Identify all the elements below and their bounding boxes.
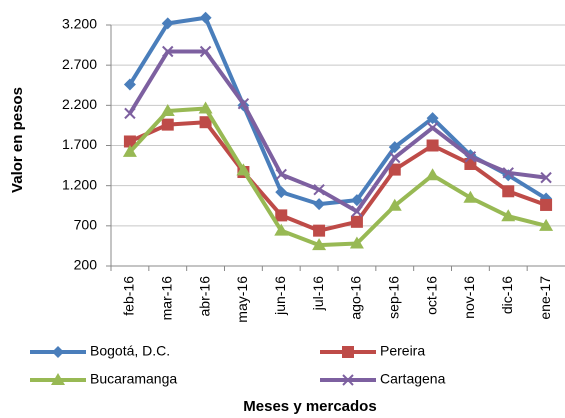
data-point (198, 101, 213, 114)
legend-marker (342, 374, 354, 386)
y-tick-label: 1.200 (62, 176, 97, 192)
data-point (540, 171, 552, 184)
y-tick-label: 3.200 (62, 16, 97, 32)
data-point (274, 223, 289, 236)
x-tick-label: may-16 (234, 276, 250, 323)
data-point (426, 139, 439, 152)
data-point (502, 167, 514, 179)
legend-marker (342, 346, 354, 358)
data-point (501, 209, 516, 222)
x-axis-title: Meses y mercados (243, 398, 376, 415)
data-point (540, 198, 553, 211)
y-axis-title: Valor en pesos (9, 87, 26, 193)
data-point (349, 236, 364, 249)
data-point (275, 209, 288, 222)
data-point (502, 185, 515, 198)
legend-marker (52, 346, 64, 358)
data-point (387, 198, 402, 211)
data-point (199, 116, 212, 129)
data-point (464, 151, 477, 163)
data-point (123, 135, 136, 148)
x-tick-label: ene-17 (537, 276, 553, 320)
x-tick-label: mar-16 (158, 276, 174, 321)
x-tick-label: ago-16 (348, 276, 364, 320)
data-point (388, 163, 401, 176)
data-point (123, 78, 136, 91)
data-point (425, 168, 440, 181)
x-tick-label: jul-16 (310, 276, 326, 311)
y-tick-label: 1.700 (62, 136, 97, 152)
x-tick-label: sep-16 (385, 276, 401, 319)
x-tick-label: feb-16 (121, 276, 137, 316)
y-tick-label: 2.700 (62, 56, 97, 72)
data-point (275, 186, 288, 199)
legend-label: Cartagena (380, 371, 446, 387)
legend-marker (51, 373, 65, 385)
data-point (313, 224, 326, 237)
data-point (539, 218, 554, 231)
data-point (275, 168, 287, 181)
data-point (162, 45, 174, 58)
y-tick-label: 700 (74, 217, 98, 233)
data-point (122, 144, 137, 157)
data-point (426, 112, 439, 125)
x-tick-label: oct-16 (423, 276, 439, 315)
data-point (312, 238, 327, 251)
series-line (129, 120, 547, 233)
legend-label: Bucaramanga (90, 371, 177, 387)
data-point (199, 11, 212, 24)
legend-label: Pereira (380, 343, 425, 359)
x-tick-label: nov-16 (461, 276, 477, 319)
data-point (199, 45, 212, 58)
data-point (160, 103, 175, 116)
data-point (388, 141, 401, 154)
data-point (389, 151, 401, 164)
x-tick-label: dic-16 (499, 276, 515, 314)
data-point (313, 183, 325, 196)
data-point (351, 205, 363, 218)
data-point (463, 190, 478, 203)
x-tick-label: jun-16 (272, 276, 288, 316)
data-point (426, 122, 439, 134)
data-point (161, 17, 174, 30)
data-point (350, 194, 363, 207)
x-tick-label: abr-16 (196, 276, 212, 317)
data-point (350, 215, 363, 228)
data-point (236, 163, 251, 176)
data-point (313, 198, 326, 211)
y-tick-label: 200 (74, 257, 98, 273)
data-point (124, 107, 136, 120)
data-point (161, 118, 174, 131)
y-tick-label: 2.200 (62, 96, 97, 112)
series-line (128, 106, 547, 248)
data-point (237, 98, 250, 110)
legend-label: Bogotá, D.C. (90, 343, 170, 359)
series-line (128, 49, 547, 214)
